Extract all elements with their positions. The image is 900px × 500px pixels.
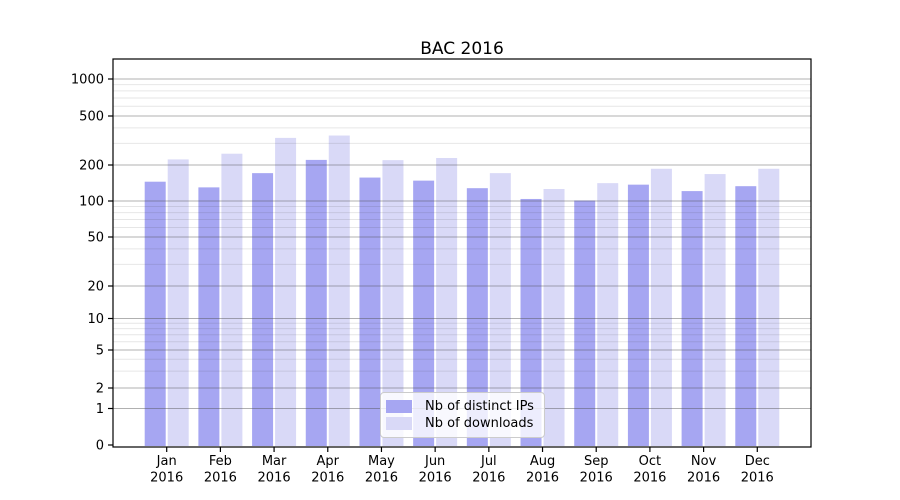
- bar-ips-mar: [252, 173, 274, 446]
- bar-ips-feb: [198, 187, 220, 446]
- x-tick-label-month: Nov: [691, 454, 717, 469]
- bar-ips-jan: [144, 181, 166, 447]
- x-tick-label-year: 2016: [526, 471, 559, 486]
- legend-label-distinct-ips: Nb of distinct IPs: [425, 399, 534, 414]
- bar-downloads-feb: [221, 153, 243, 447]
- bar-downloads-mar: [275, 137, 297, 446]
- legend-swatch-downloads: [386, 417, 412, 430]
- legend-swatch-distinct-ips: [386, 400, 412, 413]
- bar-downloads-sep: [597, 183, 619, 446]
- bar-downloads-jan: [167, 159, 189, 446]
- x-tick-label-month: Mar: [262, 454, 287, 469]
- bar-ips-dec: [735, 186, 757, 446]
- x-tick-label-year: 2016: [687, 471, 720, 486]
- x-tick-label-month: Apr: [317, 454, 340, 469]
- legend-label-downloads: Nb of downloads: [425, 416, 534, 431]
- x-tick-label-month: Jul: [480, 454, 497, 469]
- bar-downloads-dec: [758, 168, 780, 446]
- y-tick-label: 0: [96, 439, 104, 454]
- axes-spines: [112, 58, 812, 448]
- bar-downloads-aug: [543, 188, 565, 446]
- x-tick-label-year: 2016: [472, 471, 505, 486]
- legend: Nb of distinct IPs Nb of downloads: [380, 392, 545, 438]
- x-tick-label-month: Jun: [424, 454, 445, 469]
- bar-ips-oct: [627, 184, 649, 447]
- x-tick-label-year: 2016: [150, 471, 183, 486]
- y-tick-label: 1000: [71, 73, 104, 88]
- x-tick-label-month: Jan: [156, 454, 177, 469]
- y-tick-label: 500: [79, 110, 104, 125]
- y-tick-label: 50: [87, 231, 104, 246]
- x-tick-label-month: Dec: [745, 454, 770, 469]
- x-tick-label-year: 2016: [419, 471, 452, 486]
- y-tick-label: 20: [87, 280, 104, 295]
- x-tick-label-year: 2016: [204, 471, 237, 486]
- x-tick-label-year: 2016: [258, 471, 291, 486]
- bar-downloads-nov: [704, 174, 726, 446]
- x-tick-label-month: Aug: [530, 454, 555, 469]
- legend-item-downloads: Nb of downloads: [386, 415, 534, 432]
- bar-downloads-jul: [489, 173, 511, 446]
- bar-downloads-jun: [436, 157, 458, 446]
- y-tick-label: 10: [87, 312, 104, 327]
- bar-ips-may: [359, 177, 381, 446]
- y-tick-label: 1: [96, 402, 104, 417]
- y-tick-label: 100: [79, 195, 104, 210]
- bar-downloads-apr: [328, 135, 350, 446]
- bar-ips-jun: [413, 180, 435, 447]
- bar-ips-jul: [466, 188, 488, 446]
- x-tick-label-year: 2016: [365, 471, 398, 486]
- bar-ips-apr: [305, 159, 327, 447]
- x-tick-label-year: 2016: [741, 471, 774, 486]
- bar-ips-sep: [574, 200, 596, 446]
- legend-item-distinct-ips: Nb of distinct IPs: [386, 398, 534, 415]
- bar-downloads-oct: [650, 168, 672, 446]
- x-tick-label-month: Feb: [209, 454, 232, 469]
- y-tick-label: 2: [96, 382, 104, 397]
- y-tick-label: 200: [79, 159, 104, 174]
- x-tick-label-year: 2016: [311, 471, 344, 486]
- x-tick-label-year: 2016: [580, 471, 613, 486]
- x-tick-label-month: Sep: [584, 454, 609, 469]
- y-tick-label: 5: [96, 344, 104, 359]
- bar-ips-aug: [520, 198, 542, 446]
- x-tick-label-year: 2016: [633, 471, 666, 486]
- bar-ips-nov: [681, 191, 703, 446]
- chart-title: BAC 2016: [420, 39, 504, 59]
- x-tick-label-month: May: [368, 454, 395, 469]
- bar-downloads-may: [382, 160, 404, 446]
- x-tick-label-month: Oct: [639, 454, 661, 469]
